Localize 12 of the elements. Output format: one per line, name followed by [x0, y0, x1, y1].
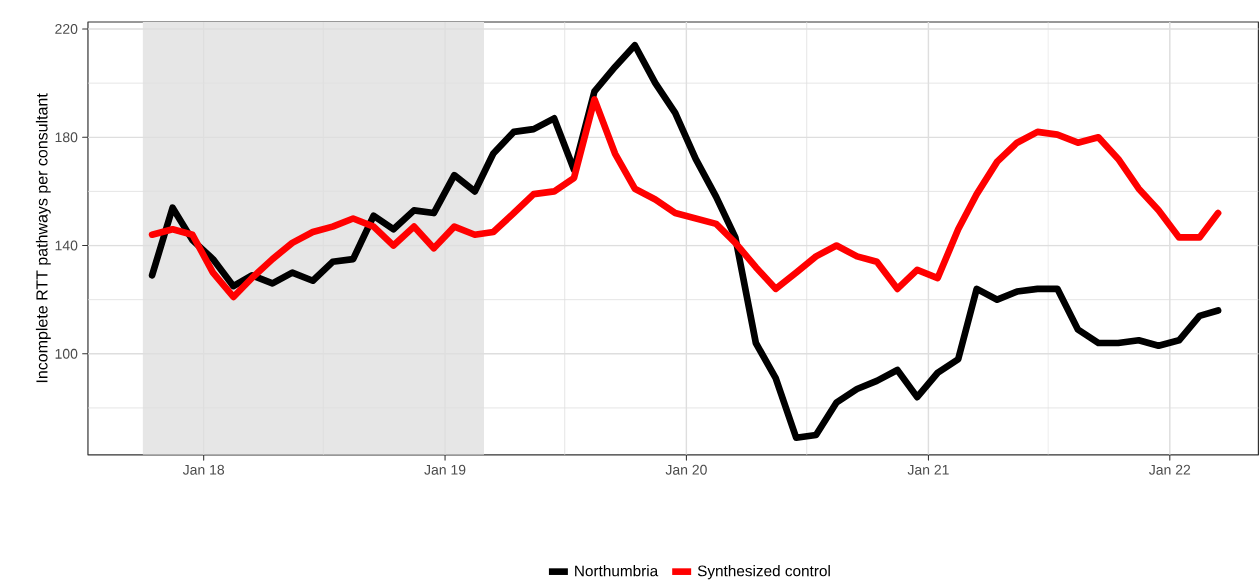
- legend-label: Synthesized control: [697, 565, 830, 580]
- y-axis-title: Incomplete RTT pathways per consultant: [35, 93, 51, 383]
- y-tick-label: 100: [55, 349, 78, 360]
- x-tick-label: Jan 21: [907, 465, 949, 475]
- x-tick-label: Jan 19: [424, 465, 466, 475]
- x-tick-label: Jan 22: [1149, 465, 1191, 475]
- y-tick-label: 180: [55, 132, 78, 143]
- legend-label: Northumbria: [575, 565, 659, 577]
- x-tick-label: Jan 20: [665, 465, 707, 475]
- y-tick-label: 220: [55, 24, 78, 35]
- y-tick-label: 140: [55, 240, 78, 251]
- x-tick-label: Jan 18: [182, 465, 225, 475]
